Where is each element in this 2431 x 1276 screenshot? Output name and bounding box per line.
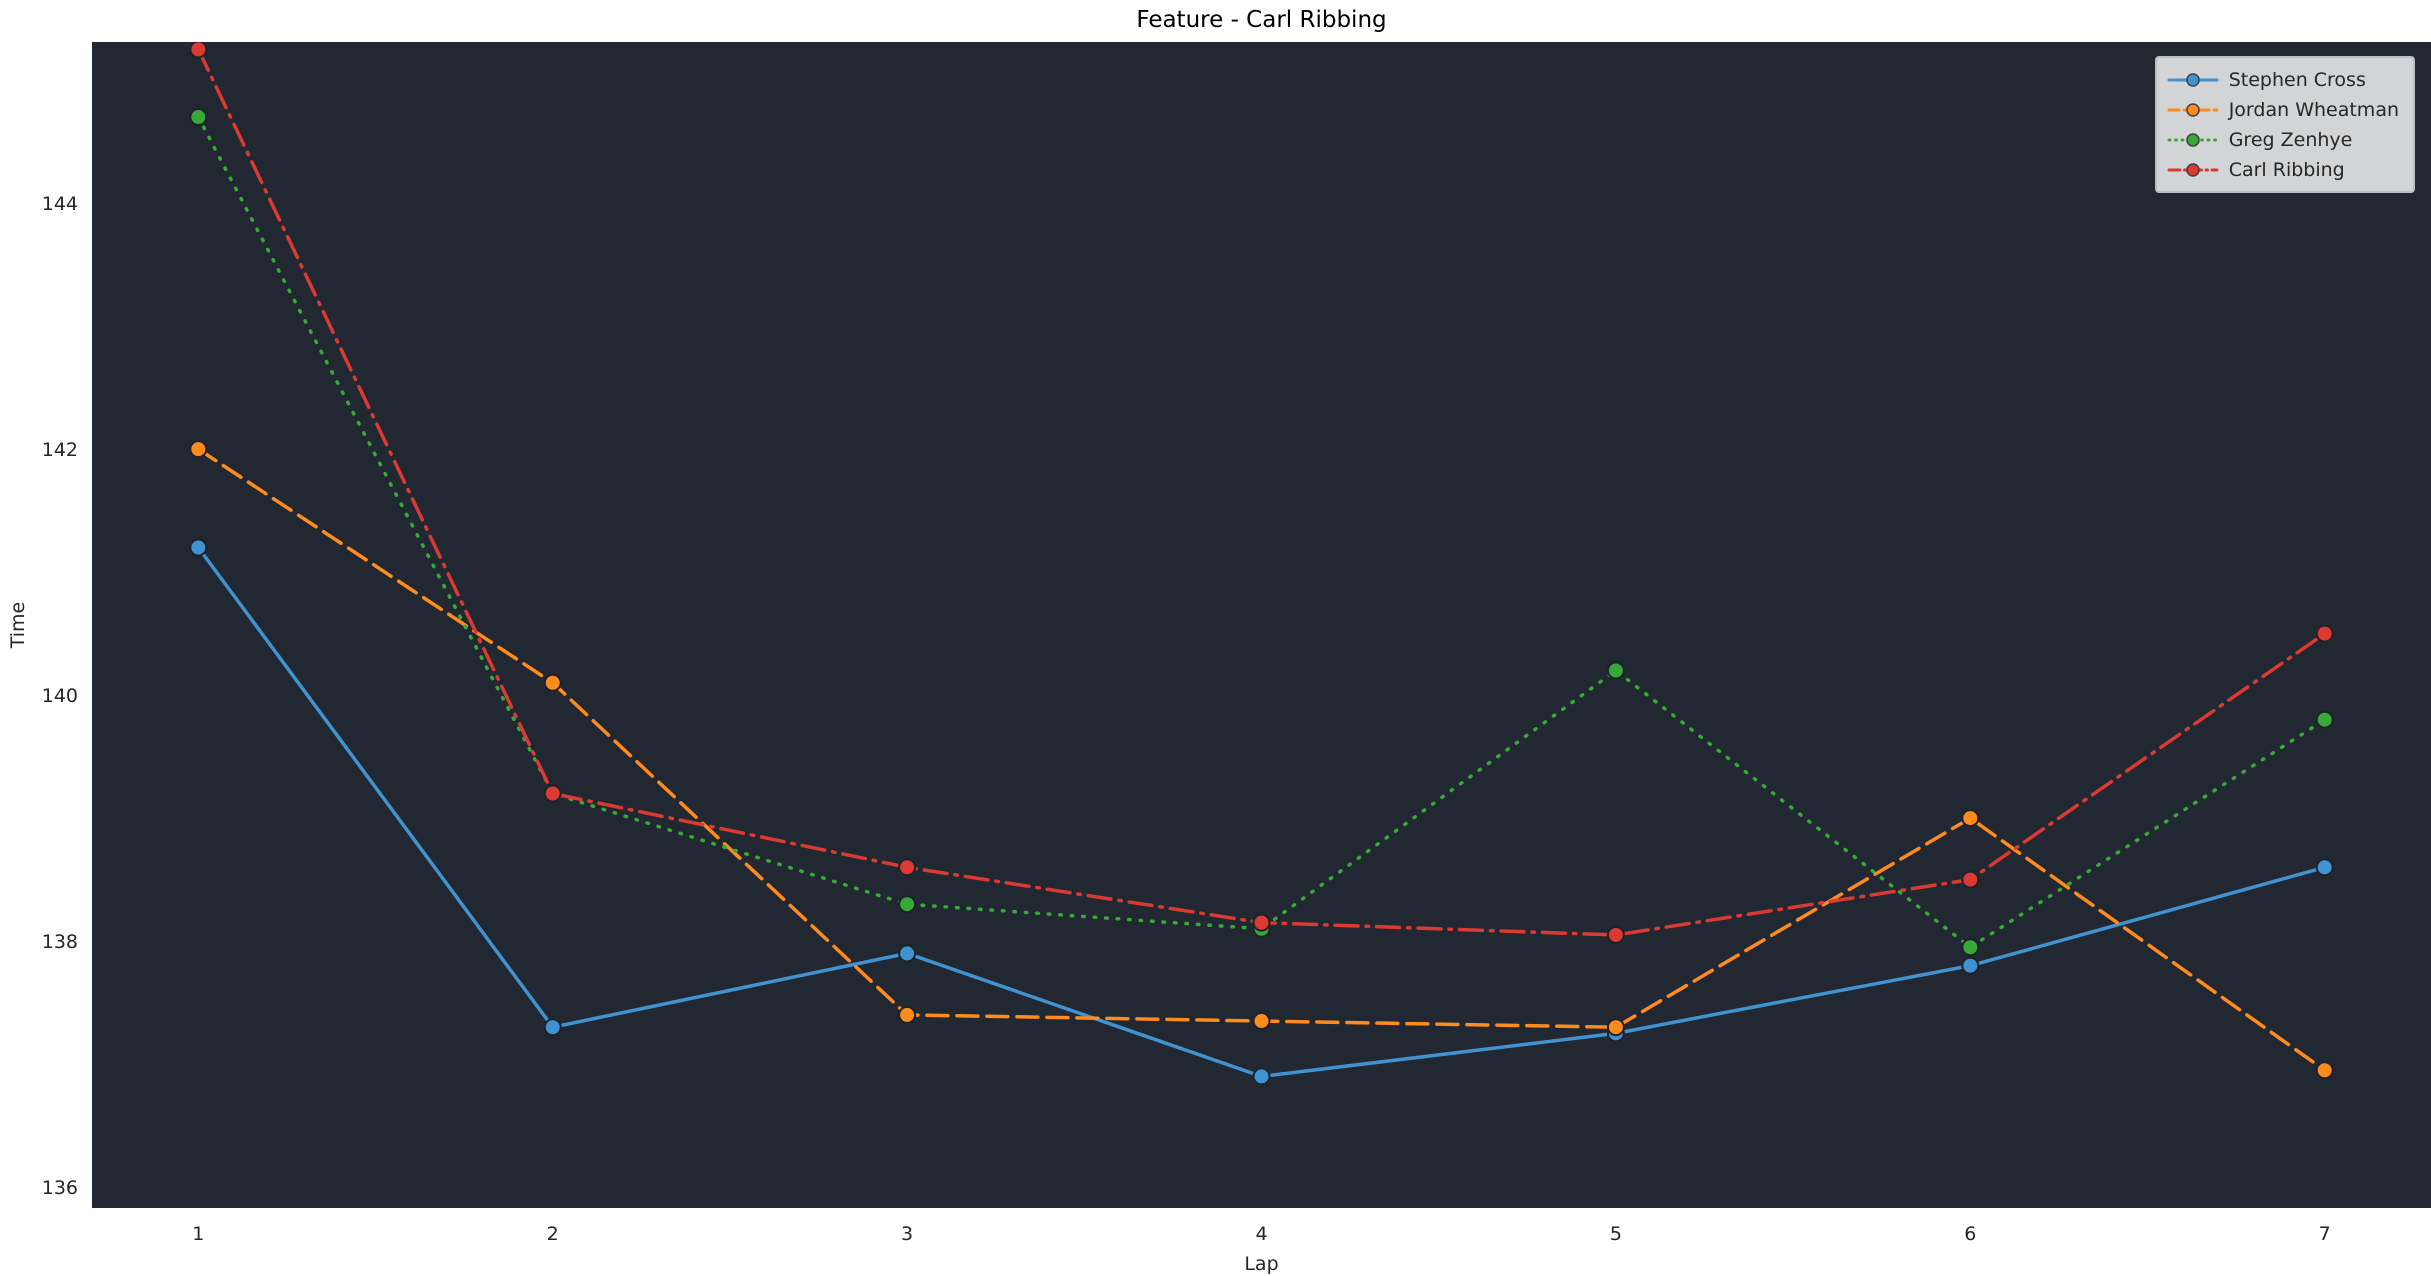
legend-entry-greg-zenhye: Greg Zenhye xyxy=(2167,126,2399,153)
legend-line-sample-carl-ribbing xyxy=(2167,162,2219,177)
data-point-marker-carl-ribbing xyxy=(1961,870,1980,889)
legend-entry-jordan-wheatman: Jordan Wheatman xyxy=(2167,96,2399,123)
data-point-marker-stephen-cross xyxy=(1252,1067,1271,1086)
data-point-marker-jordan-wheatman xyxy=(898,1005,917,1024)
data-point-marker-greg-zenhye xyxy=(2315,710,2334,729)
x-tick-label: 4 xyxy=(1255,1223,1267,1245)
data-point-marker-greg-zenhye xyxy=(898,895,917,914)
x-axis-label: Lap xyxy=(1244,1253,1278,1275)
data-point-marker-carl-ribbing xyxy=(543,784,562,803)
data-point-marker-jordan-wheatman xyxy=(189,440,208,459)
data-point-marker-jordan-wheatman xyxy=(1606,1018,1625,1037)
data-point-marker-carl-ribbing xyxy=(189,42,208,59)
legend-line-sample-greg-zenhye xyxy=(2167,132,2219,147)
x-tick-label: 3 xyxy=(901,1223,913,1245)
y-tick-label: 136 xyxy=(42,1177,78,1199)
data-point-marker-stephen-cross xyxy=(2315,858,2334,877)
data-point-marker-jordan-wheatman xyxy=(543,673,562,692)
legend-line-sample-stephen-cross xyxy=(2167,72,2219,87)
y-tick-label: 142 xyxy=(42,439,78,461)
data-point-marker-carl-ribbing xyxy=(1606,925,1625,944)
y-tick-label: 144 xyxy=(42,193,78,215)
data-point-marker-jordan-wheatman xyxy=(1961,809,1980,828)
x-tick-label: 2 xyxy=(547,1223,559,1245)
plot-area xyxy=(92,42,2431,1208)
chart-title: Feature - Carl Ribbing xyxy=(1136,7,1387,33)
data-point-marker-stephen-cross xyxy=(189,538,208,557)
y-axis-label: Time xyxy=(7,602,29,650)
data-point-marker-stephen-cross xyxy=(1961,956,1980,975)
data-point-marker-jordan-wheatman xyxy=(1252,1012,1271,1031)
legend-entry-carl-ribbing: Carl Ribbing xyxy=(2167,156,2399,183)
x-tick-label: 7 xyxy=(2319,1223,2331,1245)
data-point-marker-carl-ribbing xyxy=(2315,624,2334,643)
data-point-marker-carl-ribbing xyxy=(898,858,917,877)
legend-label-carl-ribbing: Carl Ribbing xyxy=(2228,158,2345,181)
legend-label-jordan-wheatman: Jordan Wheatman xyxy=(2228,98,2399,121)
legend-label-stephen-cross: Stephen Cross xyxy=(2228,68,2366,91)
x-tick-label: 6 xyxy=(1964,1223,1976,1245)
data-point-marker-stephen-cross xyxy=(898,944,917,963)
data-point-marker-greg-zenhye xyxy=(189,108,208,127)
data-point-marker-stephen-cross xyxy=(543,1018,562,1037)
y-tick-label: 138 xyxy=(42,931,78,953)
x-tick-label: 1 xyxy=(192,1223,204,1245)
data-point-marker-jordan-wheatman xyxy=(2315,1061,2334,1080)
data-point-marker-greg-zenhye xyxy=(1961,938,1980,957)
legend-line-sample-jordan-wheatman xyxy=(2167,102,2219,117)
legend-label-greg-zenhye: Greg Zenhye xyxy=(2228,128,2353,151)
y-tick-label: 140 xyxy=(42,685,78,707)
x-tick-label: 5 xyxy=(1610,1223,1622,1245)
legend: Stephen Cross Jordan Wheatman Greg Zenhye C… xyxy=(2154,56,2415,193)
data-point-marker-carl-ribbing xyxy=(1252,913,1271,932)
data-point-marker-greg-zenhye xyxy=(1606,661,1625,680)
legend-entry-stephen-cross: Stephen Cross xyxy=(2167,66,2399,93)
